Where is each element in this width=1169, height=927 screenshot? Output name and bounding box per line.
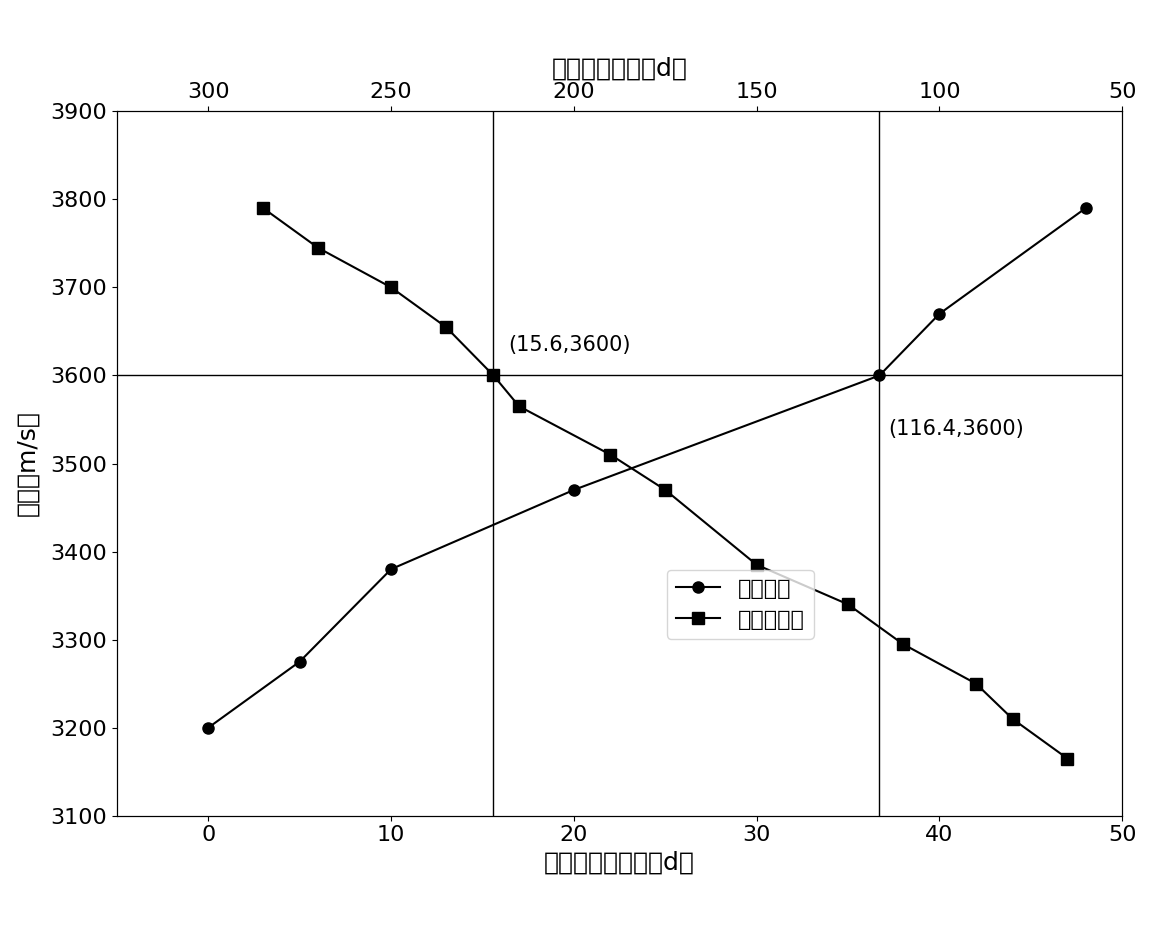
自然存储 (1079, 203, 1093, 214)
高低温循环 (512, 400, 526, 412)
X-axis label: 高低温循环天数（d）: 高低温循环天数（d） (544, 851, 696, 875)
高低温循环 (749, 559, 763, 570)
自然存储 (567, 484, 581, 495)
高低温循环 (311, 242, 325, 253)
自然存储 (292, 656, 306, 667)
自然存储 (201, 722, 215, 733)
Line: 自然存储: 自然存储 (202, 203, 1091, 733)
X-axis label: 自然存储天数（d）: 自然存储天数（d） (552, 57, 687, 81)
高低温循环 (1060, 753, 1074, 764)
自然存储 (933, 308, 947, 319)
高低温循环 (841, 599, 855, 610)
自然存储 (385, 564, 399, 575)
高低温循环 (256, 203, 270, 214)
高低温循环 (438, 322, 452, 333)
高低温循环 (1005, 714, 1019, 725)
高低温循环 (895, 639, 909, 650)
高低温循环 (385, 282, 399, 293)
Text: (15.6,3600): (15.6,3600) (509, 335, 630, 355)
Line: 高低温循环: 高低温循环 (257, 203, 1073, 764)
高低温循环 (486, 370, 500, 381)
Legend: 自然存储, 高低温循环: 自然存储, 高低温循环 (666, 570, 814, 639)
Text: (116.4,3600): (116.4,3600) (888, 419, 1024, 439)
高低温循环 (603, 449, 617, 460)
高低温循环 (658, 484, 672, 495)
Y-axis label: 爆速（m/s）: 爆速（m/s） (15, 411, 40, 516)
高低温循环 (969, 678, 983, 689)
自然存储 (872, 370, 886, 381)
